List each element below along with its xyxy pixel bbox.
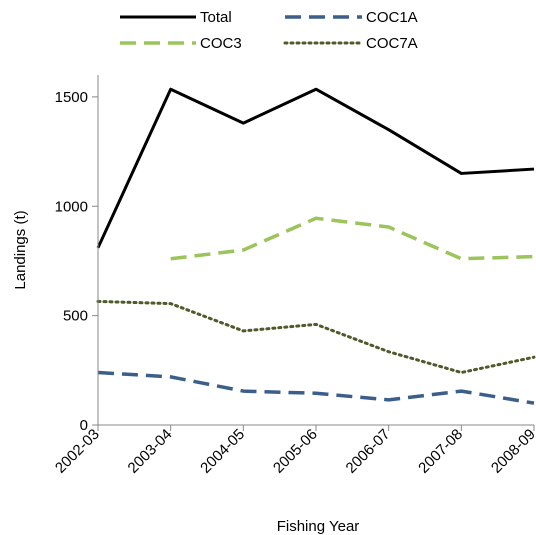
x-ticks: 2002-03 2003-04 2004-05 2005-06 2006-07 2007-… [52, 425, 536, 477]
x-tick-label: 2006-07 [343, 426, 394, 477]
y-tick-label: 500 [63, 308, 88, 325]
x-tick-label: 2003-04 [125, 426, 176, 477]
series-line-total [96, 87, 535, 249]
y-ticks: 0 500 1000 1500 [55, 89, 98, 434]
x-tick-label: 2002-03 [52, 426, 103, 477]
series-line-coc7a [96, 299, 536, 374]
legend-label-coc1a: COC1A [366, 9, 418, 26]
y-tick-label: 1000 [55, 198, 88, 215]
x-tick-label: 2007-08 [415, 426, 466, 477]
legend-label-total: Total [200, 9, 232, 26]
x-axis-title: Fishing Year [277, 518, 360, 535]
axes [97, 75, 534, 426]
x-tick-label: 2005-06 [270, 426, 321, 477]
x-tick-label: 2004-05 [197, 426, 248, 477]
y-tick-label: 1500 [55, 89, 88, 106]
legend-label-coc7a: COC7A [366, 35, 418, 52]
y-axis-title: Landings (t) [12, 210, 29, 289]
legend: Total COC1A COC3 COC7A [120, 9, 418, 52]
series-line-coc1a [97, 370, 535, 405]
series-line-coc3 [170, 216, 535, 261]
series-layer [96, 87, 536, 405]
legend-label-coc3: COC3 [200, 35, 242, 52]
y-tick-label: 0 [80, 417, 88, 434]
x-tick-label: 2008-09 [488, 426, 536, 477]
